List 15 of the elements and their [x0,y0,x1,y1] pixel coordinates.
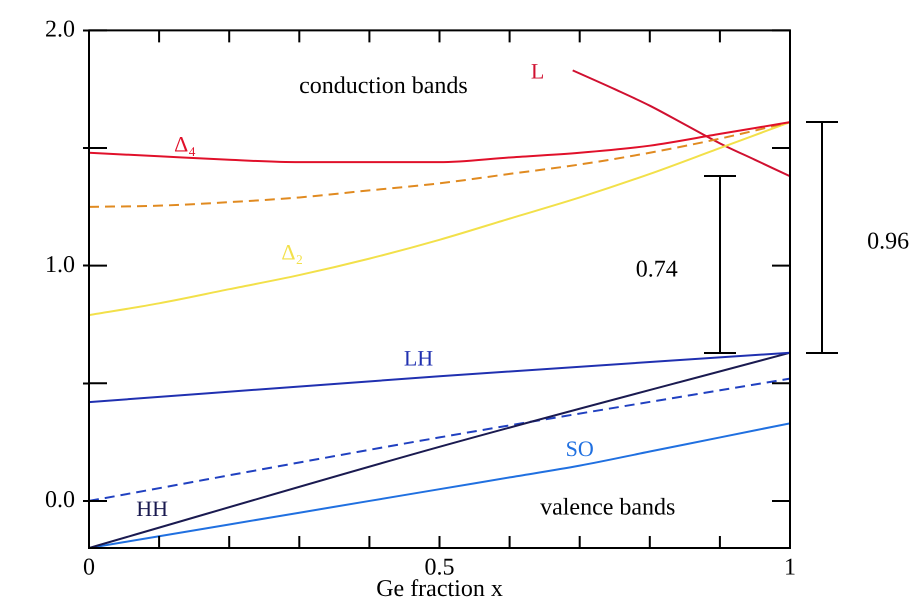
series-label: Δ₂ [281,240,304,265]
annotation: 0.74 [636,256,678,283]
series-label: LH [404,346,434,371]
series-label: SO [566,436,594,462]
series-label: L [530,58,544,84]
series-label: Δ₄ [174,131,196,156]
x-tick-label: 1 [784,554,796,581]
annotation: valence bands [540,494,676,520]
annotation: conduction bands [299,73,468,100]
x-tick-label: 0 [83,554,95,581]
y-tick-label: 2.0 [45,16,75,43]
y-tick-label: 1.0 [45,252,75,278]
series-label: HH [136,496,168,522]
text: 0.96 [867,228,910,254]
y-tick-label: 0.0 [45,487,75,514]
